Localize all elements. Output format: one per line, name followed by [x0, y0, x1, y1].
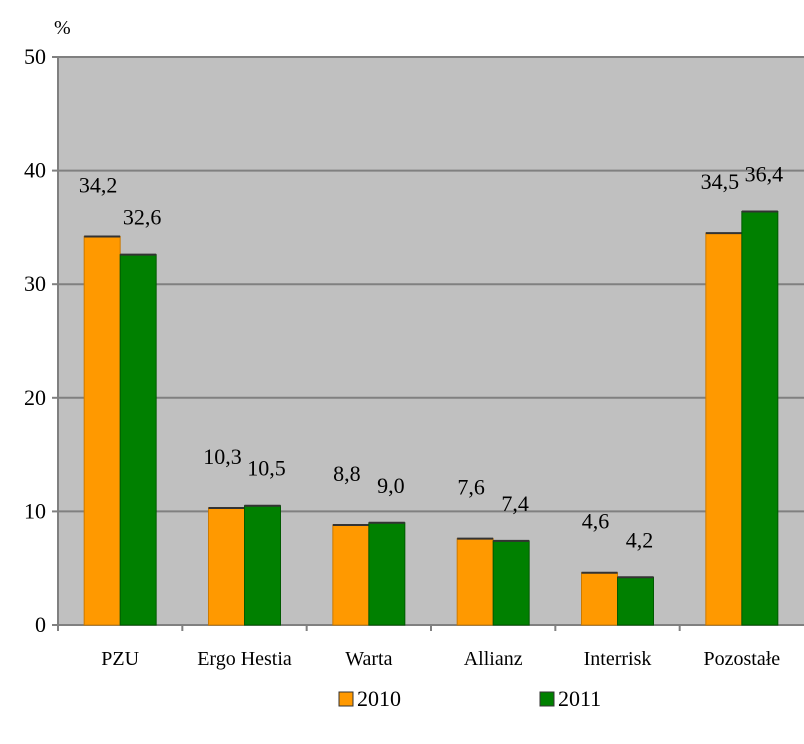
data-label: 34,2 — [79, 172, 118, 197]
bar-2010-pozostałe — [705, 232, 743, 626]
bar-2010-warta — [332, 524, 370, 626]
category-labels: PZU Ergo Hestia Warta Allianz Interrisk Pozos… — [57, 625, 781, 670]
data-label: 4,6 — [582, 509, 610, 534]
y-tick-label: 0 — [35, 612, 46, 637]
legend-label-2010: 2010 — [357, 686, 401, 711]
data-label: 8,8 — [333, 461, 361, 486]
bars — [83, 210, 779, 626]
bar-2011-interrisk — [617, 576, 654, 626]
bar-2010-interrisk — [581, 572, 618, 626]
category-label: Ergo Hestia — [197, 648, 292, 670]
legend-swatch-2010 — [338, 691, 354, 707]
legend-swatch-2011 — [539, 691, 555, 707]
data-label: 10,3 — [203, 444, 242, 469]
category-label: Pozostałe — [704, 648, 781, 670]
data-label: 10,5 — [247, 456, 286, 481]
data-label: 7,4 — [501, 491, 529, 516]
data-labels: 34,232,6 10,3 10,5 8,8 9,0 7,6 7,4 4,6 4,2 34,5 36… — [79, 161, 783, 552]
data-label: 32,6 — [123, 205, 162, 230]
bar-2011-pzu — [119, 254, 157, 626]
legend-label-2011: 2011 — [558, 686, 601, 711]
bar-2010-ergo-hestia — [208, 507, 245, 626]
bar-2011-warta — [368, 522, 406, 626]
category-label: Allianz — [464, 648, 523, 670]
bar-2011-allianz — [492, 540, 530, 626]
category-label: Interrisk — [584, 648, 652, 670]
bar-2011-pozostałe — [741, 210, 779, 626]
bar-2011-ergo-hestia — [244, 505, 281, 626]
data-label: 34,5 — [701, 169, 740, 194]
legend: 2010 2011 — [338, 686, 601, 711]
y-axis-unit-label: % — [54, 17, 71, 39]
data-label: 4,2 — [626, 527, 654, 552]
y-tick-label: 50 — [24, 44, 46, 69]
y-tick-label: 10 — [24, 498, 46, 523]
data-label: 9,0 — [377, 473, 405, 498]
y-tick-label: 20 — [24, 385, 46, 410]
data-label: 7,6 — [457, 475, 485, 500]
bar-2010-allianz — [456, 538, 494, 626]
y-tick-labels: 0 10 20 30 40 50 — [24, 44, 58, 637]
category-label: PZU — [101, 648, 139, 670]
plot-area — [58, 57, 804, 625]
y-tick-label: 40 — [24, 158, 46, 183]
category-label: Warta — [345, 648, 392, 670]
y-tick-label: 30 — [24, 271, 46, 296]
gridlines — [58, 56, 804, 513]
data-label: 36,4 — [745, 161, 784, 186]
bar-2010-pzu — [83, 235, 121, 626]
